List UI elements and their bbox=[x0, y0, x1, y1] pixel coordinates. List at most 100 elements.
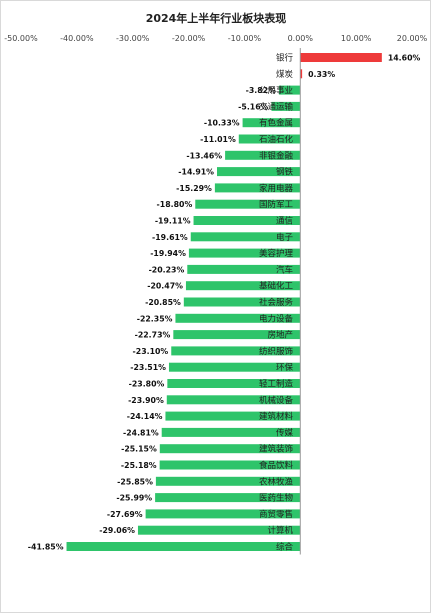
value-label: -23.80% bbox=[129, 380, 165, 389]
value-label: -20.47% bbox=[147, 282, 183, 291]
value-label: -41.85% bbox=[28, 543, 64, 552]
bar bbox=[300, 69, 303, 79]
category-label: 传媒 bbox=[276, 427, 294, 438]
value-label: -19.61% bbox=[152, 233, 188, 242]
bar bbox=[145, 509, 301, 519]
x-tick-label: -10.00% bbox=[228, 34, 262, 43]
chart-title: 2024年上半年行业板块表现 bbox=[146, 11, 287, 25]
x-tick-label: -20.00% bbox=[172, 34, 206, 43]
bar bbox=[66, 542, 301, 551]
category-label: 交通运输 bbox=[259, 101, 294, 112]
category-label: 非银金融 bbox=[259, 150, 294, 161]
bar bbox=[278, 85, 301, 95]
bar bbox=[155, 493, 301, 503]
bar bbox=[159, 460, 301, 470]
category-label: 农林牧渔 bbox=[259, 476, 294, 487]
value-label: -3.82% bbox=[246, 86, 276, 95]
value-label: -22.35% bbox=[137, 314, 173, 323]
bar bbox=[187, 264, 301, 274]
bar bbox=[238, 134, 301, 144]
value-label: -13.46% bbox=[186, 151, 222, 160]
category-label: 机械设备 bbox=[259, 395, 294, 406]
bar bbox=[161, 427, 301, 437]
value-label: -22.73% bbox=[135, 331, 171, 340]
value-label: -18.80% bbox=[157, 200, 193, 209]
value-label: -20.23% bbox=[149, 265, 185, 274]
value-label: -5.16% bbox=[238, 102, 268, 111]
bar bbox=[137, 525, 301, 535]
value-label: 14.60% bbox=[388, 54, 421, 63]
value-label: -15.29% bbox=[176, 184, 212, 193]
category-label: 家用电器 bbox=[259, 183, 294, 194]
value-label: -20.85% bbox=[145, 298, 181, 307]
x-axis-ticks: -50.00% -40.00% -30.00% -20.00% -10.00% 0.00%… bbox=[4, 34, 427, 43]
category-label: 商贸零售 bbox=[259, 509, 293, 520]
value-label: -24.81% bbox=[123, 428, 159, 437]
bar bbox=[155, 476, 301, 486]
category-label: 国防军工 bbox=[259, 199, 294, 210]
bar-series bbox=[66, 53, 382, 551]
category-label: 电力设备 bbox=[259, 313, 294, 324]
bar bbox=[171, 346, 301, 356]
x-tick-label: 0.00% bbox=[288, 34, 314, 43]
bar bbox=[190, 232, 301, 242]
bar bbox=[271, 101, 301, 111]
bar bbox=[217, 167, 301, 177]
value-label: -11.01% bbox=[200, 135, 236, 144]
category-label: 石油石化 bbox=[259, 134, 294, 145]
bar bbox=[195, 199, 301, 209]
x-tick-label: -50.00% bbox=[4, 34, 38, 43]
value-label: -27.69% bbox=[107, 510, 143, 519]
category-label: 医药生物 bbox=[259, 493, 294, 504]
value-label: -25.15% bbox=[121, 445, 157, 454]
value-labels: 14.60% 0.33% -3.82% -5.16% -10.33% -11.01% -13… bbox=[28, 54, 421, 552]
category-label: 食品饮料 bbox=[259, 460, 294, 471]
category-label: 钢铁 bbox=[276, 167, 294, 178]
category-label: 环保 bbox=[276, 362, 294, 373]
bar bbox=[166, 395, 301, 405]
category-label: 建筑装饰 bbox=[259, 444, 294, 455]
category-label: 综合 bbox=[276, 542, 294, 553]
bar bbox=[168, 362, 301, 372]
category-label: 公用事业 bbox=[259, 85, 293, 96]
value-label: -14.91% bbox=[178, 168, 214, 177]
category-label: 煤炭 bbox=[276, 69, 294, 80]
bar bbox=[167, 379, 301, 388]
value-label: -24.14% bbox=[127, 412, 163, 421]
bar bbox=[225, 150, 301, 160]
value-label: -25.18% bbox=[121, 461, 157, 470]
category-label: 通信 bbox=[276, 216, 294, 227]
bar bbox=[193, 216, 301, 225]
category-label: 建筑材料 bbox=[259, 411, 294, 422]
bar bbox=[175, 313, 301, 323]
value-label: -25.85% bbox=[117, 477, 153, 486]
value-label: 0.33% bbox=[308, 70, 335, 79]
category-label: 有色金属 bbox=[259, 118, 293, 129]
category-label: 基础化工 bbox=[259, 281, 294, 292]
category-label: 汽车 bbox=[276, 264, 293, 275]
category-label: 美容护理 bbox=[259, 248, 294, 259]
value-label: -19.11% bbox=[155, 217, 191, 226]
x-tick-label: 20.00% bbox=[397, 34, 428, 43]
value-label: -10.33% bbox=[204, 119, 240, 128]
x-tick-label: -40.00% bbox=[60, 34, 94, 43]
value-label: -23.10% bbox=[133, 347, 169, 356]
bar bbox=[165, 411, 301, 421]
bar bbox=[185, 281, 301, 291]
value-label: -23.51% bbox=[130, 363, 166, 372]
x-tick-label: -30.00% bbox=[116, 34, 150, 43]
category-label: 银行 bbox=[276, 53, 294, 64]
bar bbox=[300, 53, 382, 62]
bar bbox=[188, 248, 301, 258]
category-label: 房地产 bbox=[267, 330, 293, 341]
category-label: 纺织服饰 bbox=[259, 346, 294, 357]
value-label: -19.94% bbox=[150, 249, 186, 258]
category-label: 电子 bbox=[276, 232, 294, 243]
bar bbox=[242, 118, 301, 128]
x-tick-label: 10.00% bbox=[341, 34, 372, 43]
category-label: 计算机 bbox=[267, 525, 293, 536]
bar bbox=[173, 330, 301, 340]
bar bbox=[183, 297, 301, 307]
